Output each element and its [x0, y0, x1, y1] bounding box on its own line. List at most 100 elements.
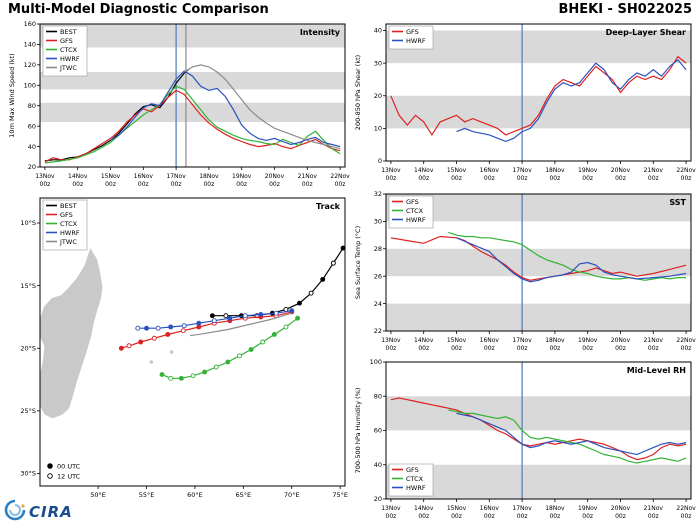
svg-text:00z: 00z	[451, 175, 462, 182]
svg-text:18Nov: 18Nov	[545, 167, 565, 174]
svg-text:CTCX: CTCX	[406, 207, 424, 215]
svg-text:30°S: 30°S	[20, 470, 36, 478]
rh-series-hwrf	[456, 412, 687, 456]
sst-series-ctcx	[448, 231, 687, 281]
svg-text:00z: 00z	[418, 513, 429, 520]
svg-text:00z: 00z	[418, 175, 429, 182]
svg-text:13Nov: 13Nov	[35, 173, 55, 180]
svg-text:22Nov: 22Nov	[330, 173, 350, 180]
svg-text:00z: 00z	[517, 345, 528, 352]
svg-text:Mid-Level RH: Mid-Level RH	[627, 366, 686, 375]
svg-text:160: 160	[24, 20, 36, 28]
svg-text:10°S: 10°S	[20, 219, 36, 227]
svg-text:14Nov: 14Nov	[414, 337, 434, 344]
svg-text:Sea Surface Temp (°C): Sea Surface Temp (°C)	[354, 226, 362, 299]
svg-text:HWRF: HWRF	[406, 37, 426, 45]
svg-text:00z: 00z	[648, 513, 659, 520]
svg-text:13Nov: 13Nov	[381, 505, 401, 512]
svg-text:20: 20	[374, 92, 382, 100]
svg-text:15°S: 15°S	[20, 282, 36, 290]
deep-layer-shear-panel: 0 10 20 30 40 13Nov 00z 14Nov 00z 15Nov 00z 16Nov 00…	[352, 20, 696, 186]
svg-text:20Nov: 20Nov	[611, 167, 631, 174]
svg-text:00z: 00z	[582, 513, 593, 520]
cira-logo: CIRA	[4, 499, 73, 525]
svg-text:13Nov: 13Nov	[381, 337, 401, 344]
svg-text:22Nov: 22Nov	[676, 167, 696, 174]
svg-text:00z: 00z	[335, 181, 346, 188]
svg-text:20°S: 20°S	[20, 344, 36, 352]
svg-text:26: 26	[374, 272, 382, 280]
svg-text:14Nov: 14Nov	[414, 505, 434, 512]
svg-text:JTWC: JTWC	[59, 238, 77, 246]
svg-text:00z: 00z	[451, 345, 462, 352]
svg-text:00z: 00z	[236, 181, 247, 188]
svg-text:00z: 00z	[517, 513, 528, 520]
svg-text:CTCX: CTCX	[60, 46, 78, 54]
svg-text:80: 80	[374, 392, 382, 400]
svg-text:Intensity: Intensity	[300, 28, 341, 37]
rh-chart: 2040608010013Nov00z14Nov00z15Nov00z16Nov…	[354, 358, 696, 520]
svg-text:20Nov: 20Nov	[611, 337, 631, 344]
svg-text:00z: 00z	[681, 513, 692, 520]
track-series-jtwc	[190, 312, 292, 337]
svg-text:19Nov: 19Nov	[232, 173, 252, 180]
svg-text:00z: 00z	[203, 181, 214, 188]
svg-text:HWRF: HWRF	[60, 229, 80, 237]
svg-text:00z: 00z	[582, 345, 593, 352]
svg-text:00z: 00z	[484, 345, 495, 352]
svg-text:00z: 00z	[171, 181, 182, 188]
svg-text:20: 20	[374, 495, 382, 503]
svg-text:18Nov: 18Nov	[199, 173, 219, 180]
svg-text:140: 140	[24, 41, 36, 49]
svg-text:55°E: 55°E	[139, 491, 155, 499]
svg-text:19Nov: 19Nov	[578, 505, 598, 512]
svg-text:24: 24	[374, 300, 382, 308]
storm-title: BHEKI - SH022025	[558, 2, 692, 17]
svg-text:20: 20	[28, 163, 36, 171]
svg-text:17Nov: 17Nov	[166, 173, 186, 180]
svg-text:100: 100	[24, 81, 36, 89]
svg-text:BEST: BEST	[60, 202, 77, 210]
svg-text:00z: 00z	[72, 181, 83, 188]
svg-text:00z: 00z	[484, 175, 495, 182]
svg-text:30: 30	[374, 59, 382, 67]
svg-text:00z: 00z	[648, 345, 659, 352]
svg-text:HWRF: HWRF	[60, 55, 80, 63]
svg-text:00z: 00z	[517, 175, 528, 182]
svg-text:20Nov: 20Nov	[265, 173, 285, 180]
svg-text:00z: 00z	[615, 345, 626, 352]
svg-text:21Nov: 21Nov	[644, 167, 664, 174]
svg-text:JTWC: JTWC	[59, 64, 77, 72]
svg-text:00z: 00z	[582, 175, 593, 182]
svg-text:19Nov: 19Nov	[578, 167, 598, 174]
svg-text:28: 28	[374, 245, 382, 253]
svg-text:60°E: 60°E	[187, 491, 203, 499]
sst-series-hwrf	[456, 237, 687, 283]
svg-text:00z: 00z	[105, 181, 116, 188]
svg-text:200-850 hPa Shear (kt): 200-850 hPa Shear (kt)	[354, 55, 362, 130]
svg-text:70°E: 70°E	[284, 491, 300, 499]
svg-text:SST: SST	[669, 198, 686, 207]
svg-text:65°E: 65°E	[236, 491, 252, 499]
svg-text:00z: 00z	[40, 181, 51, 188]
svg-text:22Nov: 22Nov	[676, 337, 696, 344]
svg-text:00z: 00z	[451, 513, 462, 520]
svg-text:Deep-Layer Shear: Deep-Layer Shear	[606, 28, 686, 37]
svg-text:10m Max Wind Speed (kt): 10m Max Wind Speed (kt)	[8, 53, 16, 137]
svg-text:00z: 00z	[484, 513, 495, 520]
svg-text:16Nov: 16Nov	[134, 173, 154, 180]
svg-text:30: 30	[374, 218, 382, 226]
svg-text:BEST: BEST	[60, 28, 77, 36]
svg-text:14Nov: 14Nov	[68, 173, 88, 180]
header: Multi-Model Diagnostic Comparison BHEKI …	[0, 2, 700, 20]
svg-text:16Nov: 16Nov	[480, 505, 500, 512]
svg-text:18Nov: 18Nov	[545, 505, 565, 512]
svg-text:15Nov: 15Nov	[101, 173, 121, 180]
svg-text:32: 32	[374, 190, 382, 198]
svg-text:17Nov: 17Nov	[512, 167, 532, 174]
svg-text:HWRF: HWRF	[406, 484, 426, 492]
svg-text:00z: 00z	[549, 345, 560, 352]
svg-text:GFS: GFS	[60, 37, 73, 45]
svg-text:00z: 00z	[138, 181, 149, 188]
svg-text:00z: 00z	[615, 175, 626, 182]
